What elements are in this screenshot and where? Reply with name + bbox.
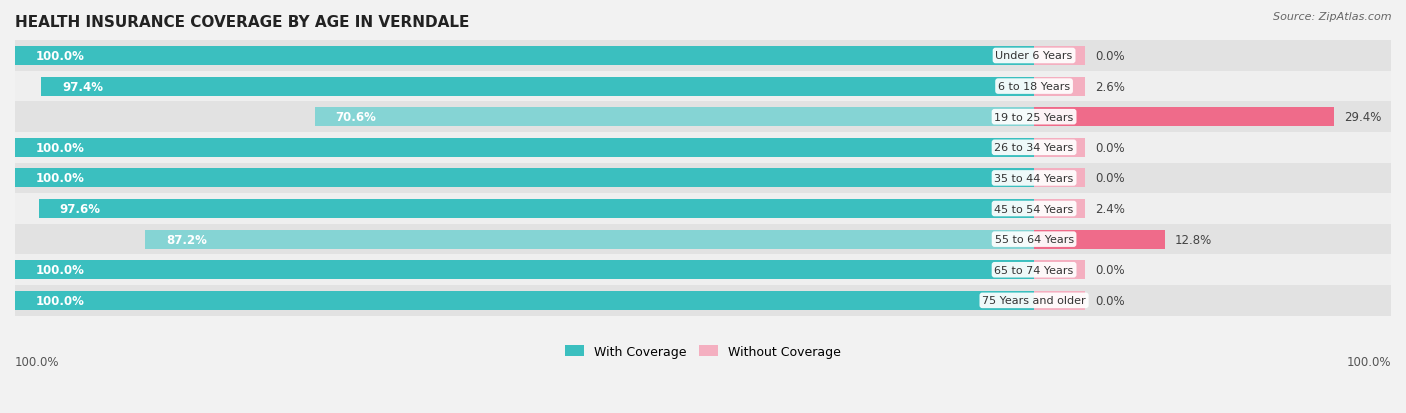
Bar: [15, 102, 1391, 133]
Text: 97.4%: 97.4%: [62, 81, 103, 93]
Bar: [15, 291, 1033, 310]
Text: 2.6%: 2.6%: [1095, 81, 1125, 93]
Bar: [15, 47, 1033, 66]
Bar: [15, 224, 1391, 255]
Text: 100.0%: 100.0%: [35, 294, 84, 307]
Bar: [1033, 291, 1085, 310]
Text: 100.0%: 100.0%: [35, 142, 84, 154]
Text: 100.0%: 100.0%: [15, 356, 59, 368]
Bar: [15, 194, 1391, 224]
Text: 35 to 44 Years: 35 to 44 Years: [994, 173, 1074, 183]
Bar: [1033, 169, 1085, 188]
Bar: [15, 133, 1391, 163]
Text: 12.8%: 12.8%: [1174, 233, 1212, 246]
Text: 29.4%: 29.4%: [1344, 111, 1381, 124]
Text: 0.0%: 0.0%: [1095, 142, 1125, 154]
Text: 100.0%: 100.0%: [35, 172, 84, 185]
Text: 55 to 64 Years: 55 to 64 Years: [994, 235, 1074, 244]
Text: 45 to 54 Years: 45 to 54 Years: [994, 204, 1074, 214]
Text: 100.0%: 100.0%: [35, 263, 84, 277]
Bar: [15, 255, 1391, 285]
Text: 70.6%: 70.6%: [335, 111, 375, 124]
Bar: [1033, 47, 1085, 66]
Text: Source: ZipAtlas.com: Source: ZipAtlas.com: [1274, 12, 1392, 22]
Bar: [15, 169, 1033, 188]
Text: 100.0%: 100.0%: [1347, 356, 1391, 368]
Text: 0.0%: 0.0%: [1095, 50, 1125, 63]
Bar: [1033, 108, 1334, 127]
Bar: [15, 163, 1391, 194]
Bar: [1033, 199, 1085, 218]
Bar: [15, 41, 1391, 71]
Text: 0.0%: 0.0%: [1095, 294, 1125, 307]
Bar: [1033, 138, 1085, 157]
Bar: [1033, 230, 1164, 249]
Text: 0.0%: 0.0%: [1095, 172, 1125, 185]
Text: 65 to 74 Years: 65 to 74 Years: [994, 265, 1074, 275]
Text: HEALTH INSURANCE COVERAGE BY AGE IN VERNDALE: HEALTH INSURANCE COVERAGE BY AGE IN VERN…: [15, 15, 470, 30]
Text: 87.2%: 87.2%: [166, 233, 207, 246]
Bar: [1033, 77, 1085, 96]
Legend: With Coverage, Without Coverage: With Coverage, Without Coverage: [560, 340, 845, 363]
Text: 75 Years and older: 75 Years and older: [983, 296, 1085, 306]
Text: 100.0%: 100.0%: [35, 50, 84, 63]
Bar: [315, 108, 1033, 127]
Bar: [1033, 261, 1085, 280]
Text: Under 6 Years: Under 6 Years: [995, 51, 1073, 61]
Bar: [15, 71, 1391, 102]
Bar: [15, 261, 1033, 280]
Bar: [15, 285, 1391, 316]
Bar: [15, 138, 1033, 157]
Text: 19 to 25 Years: 19 to 25 Years: [994, 112, 1074, 122]
Bar: [42, 77, 1033, 96]
Text: 26 to 34 Years: 26 to 34 Years: [994, 143, 1074, 153]
Text: 2.4%: 2.4%: [1095, 202, 1125, 216]
Bar: [145, 230, 1033, 249]
Text: 6 to 18 Years: 6 to 18 Years: [998, 82, 1070, 92]
Text: 97.6%: 97.6%: [60, 202, 101, 216]
Bar: [39, 199, 1033, 218]
Text: 0.0%: 0.0%: [1095, 263, 1125, 277]
